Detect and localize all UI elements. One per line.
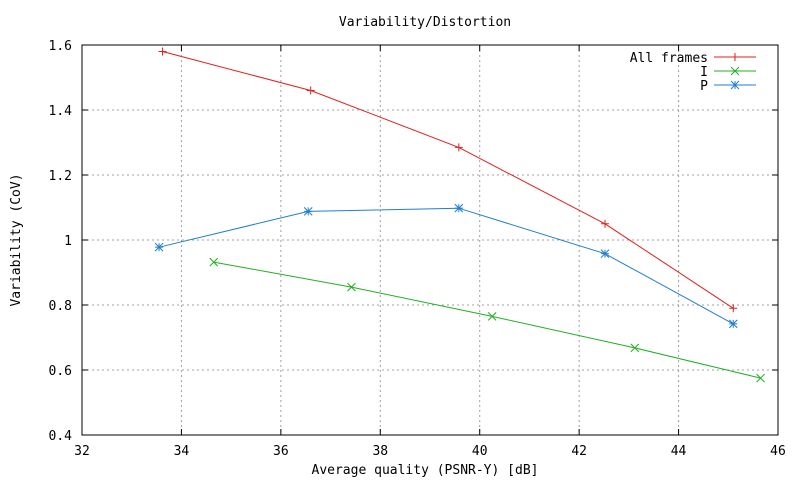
data-point bbox=[347, 282, 356, 292]
data-point bbox=[454, 203, 464, 213]
series-1 bbox=[209, 257, 765, 383]
series-line bbox=[162, 51, 734, 309]
data-point bbox=[209, 257, 219, 267]
legend-label: I bbox=[700, 65, 708, 80]
chart-title: Variability/Distortion bbox=[339, 15, 511, 30]
legend-entry: All frames bbox=[630, 51, 756, 66]
axis-ticks: 32 34 36 38 40 42 44 46 0.4 0.6 0.8 1 1.2 1.4 1.6 bbox=[49, 39, 786, 459]
y-tick-label: 1.4 bbox=[49, 104, 73, 119]
legend-entry: P bbox=[700, 79, 756, 94]
data-point bbox=[306, 86, 315, 95]
y-tick-label: 0.4 bbox=[49, 429, 73, 444]
series-2 bbox=[154, 203, 738, 329]
y-tick-label: 1.2 bbox=[49, 169, 72, 184]
x-tick-label: 38 bbox=[372, 444, 388, 459]
data-point bbox=[756, 373, 765, 383]
y-axis-title: Variability (CoV) bbox=[9, 173, 24, 306]
y-tick-label: 0.6 bbox=[49, 364, 72, 379]
x-tick-label: 34 bbox=[174, 444, 190, 459]
y-tick-label: 0.8 bbox=[49, 299, 72, 314]
data-point bbox=[454, 143, 463, 152]
data-point bbox=[158, 47, 167, 56]
data-point bbox=[728, 319, 738, 329]
data-point bbox=[600, 249, 610, 259]
y-tick-label: 1 bbox=[64, 234, 72, 249]
legend-label: All frames bbox=[630, 51, 708, 66]
legend-marker bbox=[730, 66, 740, 76]
series-0 bbox=[158, 47, 738, 313]
data-point bbox=[154, 242, 164, 252]
data-point bbox=[303, 207, 313, 216]
series-layer bbox=[154, 47, 765, 383]
legend-label: P bbox=[700, 79, 708, 94]
data-point bbox=[630, 343, 640, 353]
grid-lines bbox=[82, 45, 778, 435]
x-axis-title: Average quality (PSNR-Y) [dB] bbox=[312, 463, 539, 478]
data-point bbox=[729, 304, 738, 313]
legend-entry: I bbox=[700, 65, 756, 80]
data-point bbox=[600, 219, 609, 228]
legend-marker bbox=[731, 53, 739, 61]
x-tick-label: 32 bbox=[74, 444, 90, 459]
x-tick-label: 46 bbox=[770, 444, 786, 459]
x-tick-label: 42 bbox=[571, 444, 587, 459]
x-tick-label: 36 bbox=[273, 444, 289, 459]
data-point bbox=[487, 312, 497, 321]
x-tick-label: 44 bbox=[671, 444, 687, 459]
x-tick-label: 40 bbox=[472, 444, 488, 459]
y-tick-label: 1.6 bbox=[49, 39, 72, 54]
legend-marker bbox=[730, 80, 740, 90]
